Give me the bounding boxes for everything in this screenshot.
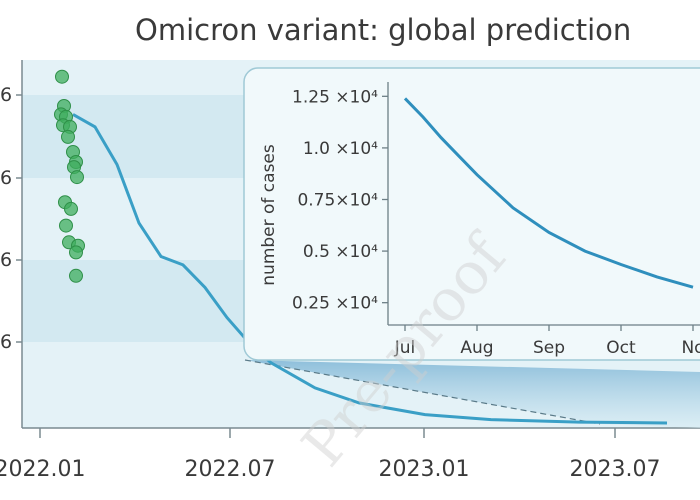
inset-zoom-shadow	[245, 360, 700, 428]
inset-x-tick-label: Oct	[606, 338, 636, 358]
chart-title: Omicron variant: global prediction	[135, 13, 631, 47]
inset-y-tick-label: 1.0 ×10⁴	[303, 139, 378, 159]
inset-y-tick-label: 0.25 ×10⁴	[292, 294, 378, 314]
inset-panel	[243, 67, 700, 361]
observed-point	[55, 69, 69, 84]
prediction-curve	[72, 113, 668, 425]
observed-point	[70, 170, 84, 185]
main-x-tick-label: 2023.01	[379, 457, 470, 482]
inset-x-tick-label: Sep	[533, 338, 565, 358]
main-x-tick-label: 2022.01	[0, 457, 85, 482]
observed-point	[61, 129, 75, 144]
observed-point	[69, 268, 83, 283]
observed-point	[64, 201, 78, 216]
main-x-tick-label: 2022.07	[185, 457, 276, 482]
inset-x-ticks: Jul Aug Sep Oct No	[394, 325, 700, 358]
inset-y-tick-label: 0.5 ×10⁴	[303, 242, 378, 262]
observed-point	[59, 218, 73, 233]
inset-zoom-guide-line	[244, 359, 601, 425]
main-y-tick-labels: 6 6 6 6	[0, 84, 22, 353]
main-y-tick-label: 6	[0, 249, 12, 271]
inset-x-tick-label: No	[681, 338, 700, 358]
inset-y-tick-label: 0.75×10⁴	[297, 191, 378, 211]
inset-y-ticks: 0.25 ×10⁴ 0.5 ×10⁴ 0.75×10⁴ 1.0 ×10⁴ 1.25 ×1…	[292, 87, 388, 314]
inset-y-axis-label: number of cases	[259, 144, 279, 286]
inset-y-tick-label: 1.25 ×10⁴	[292, 87, 378, 107]
main-y-tick-label: 6	[0, 167, 12, 189]
main-y-tick-label: 6	[0, 331, 12, 353]
main-x-ticks: 2022.01 2022.07 2023.01 2023.07	[0, 428, 660, 482]
inset-x-tick-label: Jul	[394, 338, 416, 358]
inset-curve	[403, 97, 694, 289]
main-x-tick-label: 2023.07	[570, 457, 661, 482]
observed-points	[54, 69, 85, 283]
main-y-tick-label: 6	[0, 84, 12, 106]
observed-point	[69, 245, 83, 260]
inset-x-tick-label: Aug	[460, 338, 493, 358]
